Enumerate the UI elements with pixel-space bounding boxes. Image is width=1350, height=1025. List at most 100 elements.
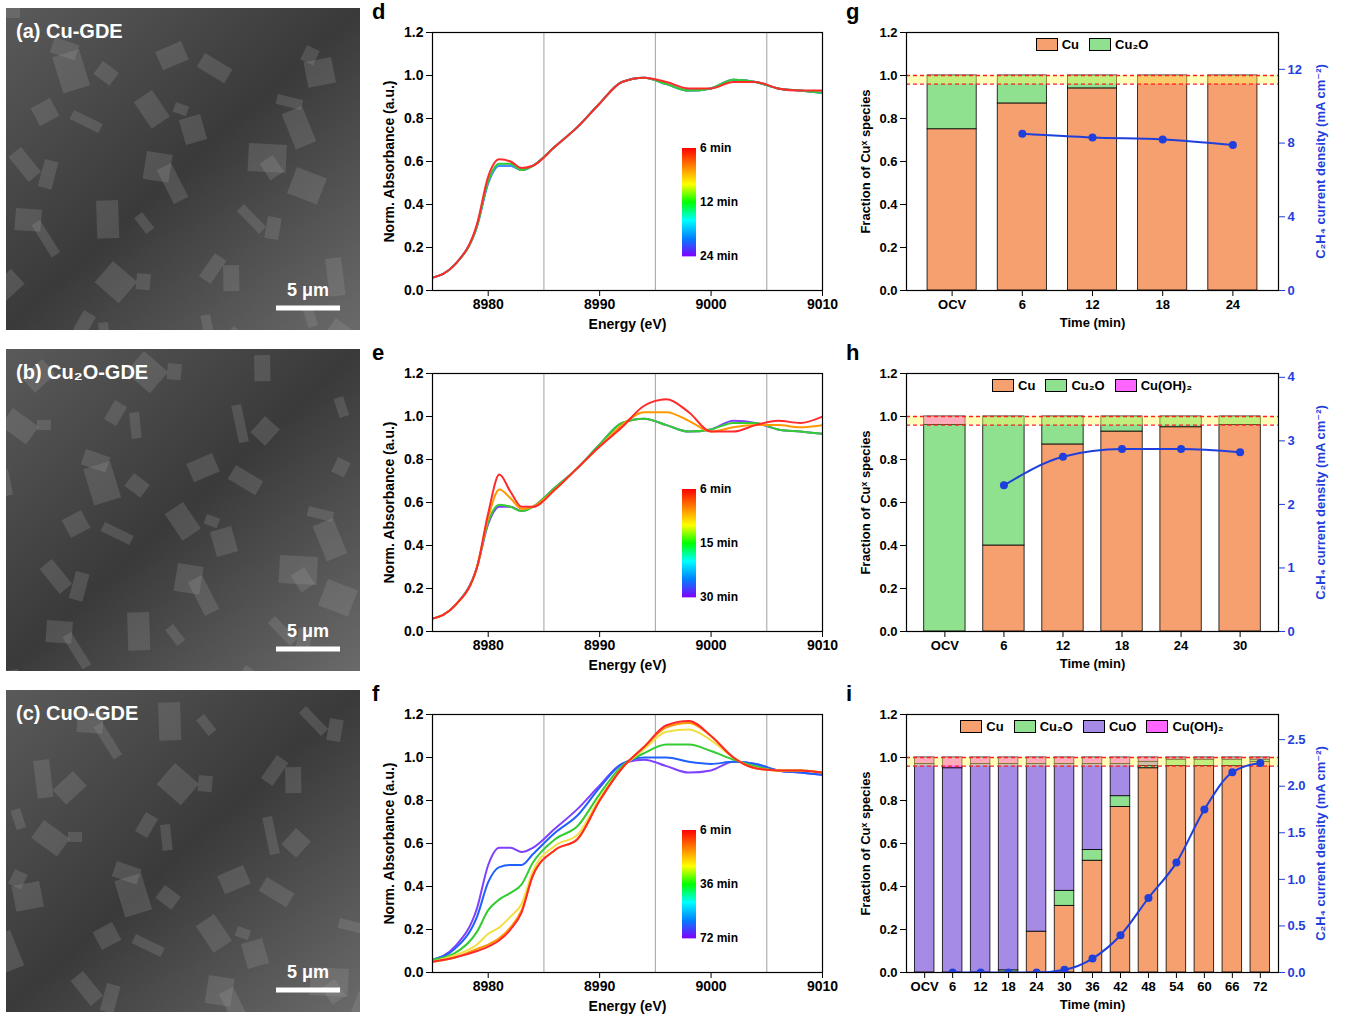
svg-text:C₂H₄ current density (mA cm⁻²): C₂H₄ current density (mA cm⁻²) xyxy=(1313,746,1328,941)
svg-text:1.5: 1.5 xyxy=(1288,825,1306,840)
svg-text:36: 36 xyxy=(1085,979,1099,994)
svg-text:0.0: 0.0 xyxy=(404,623,424,639)
svg-text:0.6: 0.6 xyxy=(404,494,424,510)
svg-text:8980: 8980 xyxy=(473,637,504,653)
svg-text:1.2: 1.2 xyxy=(879,366,897,381)
svg-text:0.8: 0.8 xyxy=(404,792,424,808)
svg-text:0.2: 0.2 xyxy=(879,581,897,596)
svg-text:42: 42 xyxy=(1113,979,1127,994)
svg-text:0.0: 0.0 xyxy=(879,283,897,298)
svg-text:0.2: 0.2 xyxy=(879,240,897,255)
svg-text:OCV: OCV xyxy=(931,638,960,653)
svg-text:0.8: 0.8 xyxy=(879,793,897,808)
svg-text:4: 4 xyxy=(1288,209,1296,224)
svg-text:0.2: 0.2 xyxy=(404,921,424,937)
svg-text:1.0: 1.0 xyxy=(404,749,424,765)
svg-text:12: 12 xyxy=(973,979,987,994)
svg-text:12: 12 xyxy=(1056,638,1070,653)
svg-text:0.4: 0.4 xyxy=(879,879,898,894)
svg-text:Energy (eV): Energy (eV) xyxy=(589,316,667,332)
svg-text:C₂H₄ current density (mA cm⁻²): C₂H₄ current density (mA cm⁻²) xyxy=(1313,405,1328,600)
svg-text:Fraction of Cuˣ species: Fraction of Cuˣ species xyxy=(858,89,873,233)
svg-text:0.0: 0.0 xyxy=(1288,965,1306,980)
svg-text:0.6: 0.6 xyxy=(404,153,424,169)
svg-text:2.0: 2.0 xyxy=(1288,778,1306,793)
svg-text:5 μm: 5 μm xyxy=(287,280,329,300)
svg-text:0.2: 0.2 xyxy=(404,239,424,255)
svg-text:0.0: 0.0 xyxy=(404,964,424,980)
svg-text:0.4: 0.4 xyxy=(404,537,424,553)
svg-text:4: 4 xyxy=(1288,369,1296,384)
svg-text:72 min: 72 min xyxy=(700,931,738,945)
svg-text:18: 18 xyxy=(1155,297,1169,312)
svg-text:1.0: 1.0 xyxy=(879,750,897,765)
svg-text:12: 12 xyxy=(1085,297,1099,312)
svg-text:(b) Cu₂O-GDE: (b) Cu₂O-GDE xyxy=(16,361,148,383)
svg-text:0: 0 xyxy=(1288,283,1295,298)
svg-text:1.2: 1.2 xyxy=(404,24,424,40)
svg-text:1.2: 1.2 xyxy=(879,707,897,722)
svg-text:0.2: 0.2 xyxy=(404,580,424,596)
svg-text:6: 6 xyxy=(949,979,956,994)
svg-text:8: 8 xyxy=(1288,135,1295,150)
svg-text:Time (min): Time (min) xyxy=(1060,997,1126,1012)
svg-text:0.6: 0.6 xyxy=(879,154,897,169)
svg-text:1.0: 1.0 xyxy=(404,67,424,83)
svg-text:0.0: 0.0 xyxy=(879,624,897,639)
svg-text:0.0: 0.0 xyxy=(404,282,424,298)
svg-text:Time (min): Time (min) xyxy=(1060,315,1126,330)
svg-text:0.0: 0.0 xyxy=(879,965,897,980)
svg-text:24: 24 xyxy=(1174,638,1189,653)
svg-text:0.6: 0.6 xyxy=(404,835,424,851)
svg-text:12: 12 xyxy=(1288,62,1302,77)
svg-text:1.0: 1.0 xyxy=(404,408,424,424)
svg-text:8990: 8990 xyxy=(584,296,615,312)
svg-text:C₂H₄ current density (mA cm⁻²): C₂H₄ current density (mA cm⁻²) xyxy=(1313,64,1328,259)
svg-text:9010: 9010 xyxy=(807,637,838,653)
svg-text:0.6: 0.6 xyxy=(879,495,897,510)
svg-text:48: 48 xyxy=(1141,979,1155,994)
svg-text:15 min: 15 min xyxy=(700,536,738,550)
svg-text:6: 6 xyxy=(1000,638,1007,653)
svg-text:9010: 9010 xyxy=(807,978,838,994)
svg-text:8990: 8990 xyxy=(584,637,615,653)
svg-text:24: 24 xyxy=(1226,297,1241,312)
svg-text:24 min: 24 min xyxy=(700,249,738,263)
svg-text:(a) Cu-GDE: (a) Cu-GDE xyxy=(16,20,123,42)
svg-text:Time (min): Time (min) xyxy=(1060,656,1126,671)
svg-text:0.4: 0.4 xyxy=(404,196,424,212)
svg-text:Fraction of Cuˣ species: Fraction of Cuˣ species xyxy=(858,430,873,574)
svg-text:Energy (eV): Energy (eV) xyxy=(589,998,667,1014)
svg-text:18: 18 xyxy=(1001,979,1015,994)
svg-text:60: 60 xyxy=(1197,979,1211,994)
svg-text:72: 72 xyxy=(1253,979,1267,994)
svg-text:0.8: 0.8 xyxy=(879,111,897,126)
svg-text:9000: 9000 xyxy=(695,978,726,994)
svg-text:1.2: 1.2 xyxy=(404,365,424,381)
svg-text:9000: 9000 xyxy=(695,637,726,653)
svg-text:1: 1 xyxy=(1288,560,1295,575)
svg-text:Norm. Absorbance (a.u.): Norm. Absorbance (a.u.) xyxy=(381,80,397,242)
svg-text:36 min: 36 min xyxy=(700,877,738,891)
svg-text:Energy (eV): Energy (eV) xyxy=(589,657,667,673)
svg-text:5 μm: 5 μm xyxy=(287,962,329,982)
svg-text:0.8: 0.8 xyxy=(879,452,897,467)
svg-text:Norm. Absorbance (a.u.): Norm. Absorbance (a.u.) xyxy=(381,762,397,924)
svg-text:1.0: 1.0 xyxy=(1288,872,1306,887)
svg-text:3: 3 xyxy=(1288,433,1295,448)
svg-text:0.8: 0.8 xyxy=(404,110,424,126)
svg-text:2.5: 2.5 xyxy=(1288,732,1306,747)
svg-text:1.0: 1.0 xyxy=(879,68,897,83)
svg-text:6 min: 6 min xyxy=(700,482,731,496)
svg-text:0.2: 0.2 xyxy=(879,922,897,937)
svg-text:1.2: 1.2 xyxy=(404,706,424,722)
svg-text:Norm. Absorbance (a.u.): Norm. Absorbance (a.u.) xyxy=(381,421,397,583)
svg-text:0.6: 0.6 xyxy=(879,836,897,851)
svg-text:12 min: 12 min xyxy=(700,195,738,209)
svg-text:9000: 9000 xyxy=(695,296,726,312)
svg-text:9010: 9010 xyxy=(807,296,838,312)
svg-text:0.8: 0.8 xyxy=(404,451,424,467)
svg-text:0.4: 0.4 xyxy=(879,197,898,212)
svg-text:54: 54 xyxy=(1169,979,1184,994)
svg-text:8980: 8980 xyxy=(473,296,504,312)
